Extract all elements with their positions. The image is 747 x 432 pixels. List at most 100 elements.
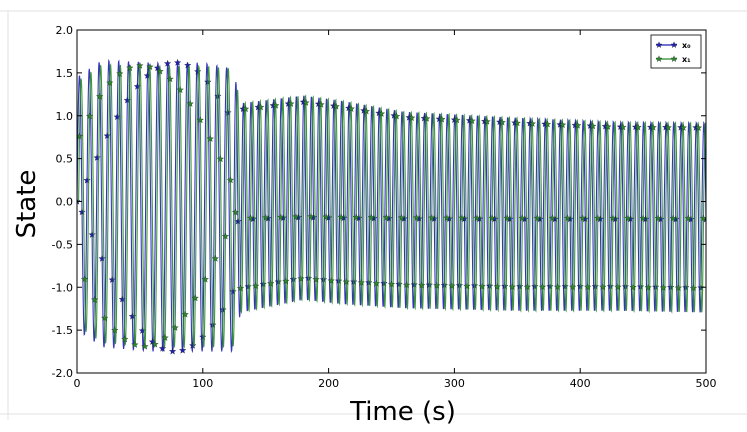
- series-1-point: [619, 123, 627, 131]
- series-1-point: [136, 61, 144, 69]
- series-1-point: [594, 214, 602, 222]
- series-1-point: [553, 283, 562, 291]
- series-1-point: [181, 310, 189, 318]
- series-1-point: [609, 214, 617, 222]
- series-0-point: [158, 344, 167, 352]
- series-1-point: [241, 105, 250, 113]
- series-1-point: [614, 283, 622, 291]
- series-1-point: [171, 323, 179, 331]
- series-1-point: [121, 335, 129, 343]
- series-1-point: [272, 101, 280, 109]
- series-1-point: [95, 92, 104, 100]
- series-1-point: [151, 340, 159, 348]
- series-1-point: [282, 277, 290, 285]
- series-1-point: [518, 214, 527, 222]
- series-1-point: [407, 114, 416, 122]
- series-0-point: [108, 276, 116, 283]
- series-0-point: [128, 312, 137, 320]
- series-1-point: [538, 283, 547, 291]
- series-1-point: [377, 109, 386, 117]
- y-tick-label: 0.5: [56, 153, 74, 166]
- series-1-point: [322, 213, 330, 221]
- series-1-point: [292, 212, 300, 220]
- y-tick-label: 1.5: [56, 67, 74, 80]
- series-1-point: [357, 278, 365, 286]
- series-0-point: [229, 287, 237, 295]
- series-1-point: [659, 283, 667, 291]
- series-1-point: [166, 75, 174, 83]
- series-0-point: [168, 347, 177, 355]
- series-1-point: [307, 212, 315, 220]
- series-1-point: [669, 214, 677, 222]
- series-1-point: [352, 213, 360, 221]
- series-0-point: [219, 305, 227, 313]
- series-1-point: [533, 214, 542, 222]
- series-1-point: [126, 64, 134, 72]
- series-0-point: [178, 346, 187, 354]
- series-0-point: [138, 326, 147, 334]
- series-group: [77, 58, 706, 355]
- x-axis-label: Time (s): [349, 397, 456, 427]
- series-1-point: [196, 116, 204, 124]
- series-1-point: [141, 342, 149, 350]
- legend-marker-1: [655, 55, 663, 62]
- series-1-point: [85, 112, 94, 120]
- series-1-point: [654, 214, 662, 222]
- series-1-point: [392, 112, 401, 120]
- series-1-point: [589, 122, 597, 130]
- legend-box: [650, 34, 702, 69]
- y-tick-label: 2.0: [56, 24, 74, 37]
- series-1-point: [362, 107, 371, 115]
- series-0-point: [88, 230, 96, 238]
- series-1-point: [176, 86, 184, 94]
- x-tick-label: 100: [192, 377, 213, 390]
- series-1-point: [684, 214, 693, 222]
- series-0-point: [118, 295, 126, 303]
- series-1-point: [131, 340, 139, 348]
- series-1-point: [116, 69, 124, 77]
- series-1-point: [226, 176, 235, 184]
- series-1-point: [624, 214, 632, 222]
- legend: x₀ x₁: [650, 34, 702, 69]
- legend-marker-0: [670, 41, 678, 48]
- series-1-point: [302, 98, 310, 106]
- series-1-point: [453, 116, 461, 124]
- x-tick-label: 300: [444, 377, 465, 390]
- series-1-point: [563, 214, 572, 222]
- series-1-point: [548, 214, 557, 222]
- series-1-point: [412, 214, 421, 221]
- series-1-point: [503, 214, 511, 222]
- series-1-point: [146, 63, 154, 71]
- series-1-point: [528, 119, 537, 127]
- series-1-point: [508, 283, 516, 291]
- series-1-point: [372, 279, 381, 287]
- series-1-point: [488, 214, 496, 222]
- legend-marker-1: [670, 55, 678, 62]
- series-1-point: [443, 214, 451, 222]
- axes: 0 100 200 300 400 500 2.0 1.5 1.0 0.5 0.0 -0.5 -1.0 -…: [52, 24, 717, 390]
- series-1-point: [604, 122, 612, 130]
- y-tick-label: -1.5: [52, 324, 73, 337]
- series-1-point: [574, 121, 582, 129]
- series-1-point: [438, 115, 446, 123]
- series-1-point: [498, 118, 506, 126]
- series-1-point: [463, 282, 471, 290]
- series-1-point: [634, 123, 642, 131]
- series-1-point: [493, 282, 501, 290]
- series-1-point: [674, 284, 683, 292]
- series-0-point: [98, 254, 106, 262]
- series-1-point: [433, 281, 441, 289]
- y-tick-label: -1.0: [52, 281, 73, 294]
- series-0-point: [133, 82, 142, 90]
- series-1-point: [418, 281, 426, 289]
- series-1-point: [337, 213, 345, 221]
- y-axis-label: State: [12, 170, 42, 239]
- series-1-point: [267, 279, 275, 287]
- series-0-point: [113, 113, 121, 121]
- series-1-point: [100, 314, 109, 322]
- x-tick-label: 500: [696, 377, 717, 390]
- series-1-point: [679, 123, 688, 131]
- series-0-point: [83, 176, 91, 184]
- series-1-point: [106, 79, 114, 87]
